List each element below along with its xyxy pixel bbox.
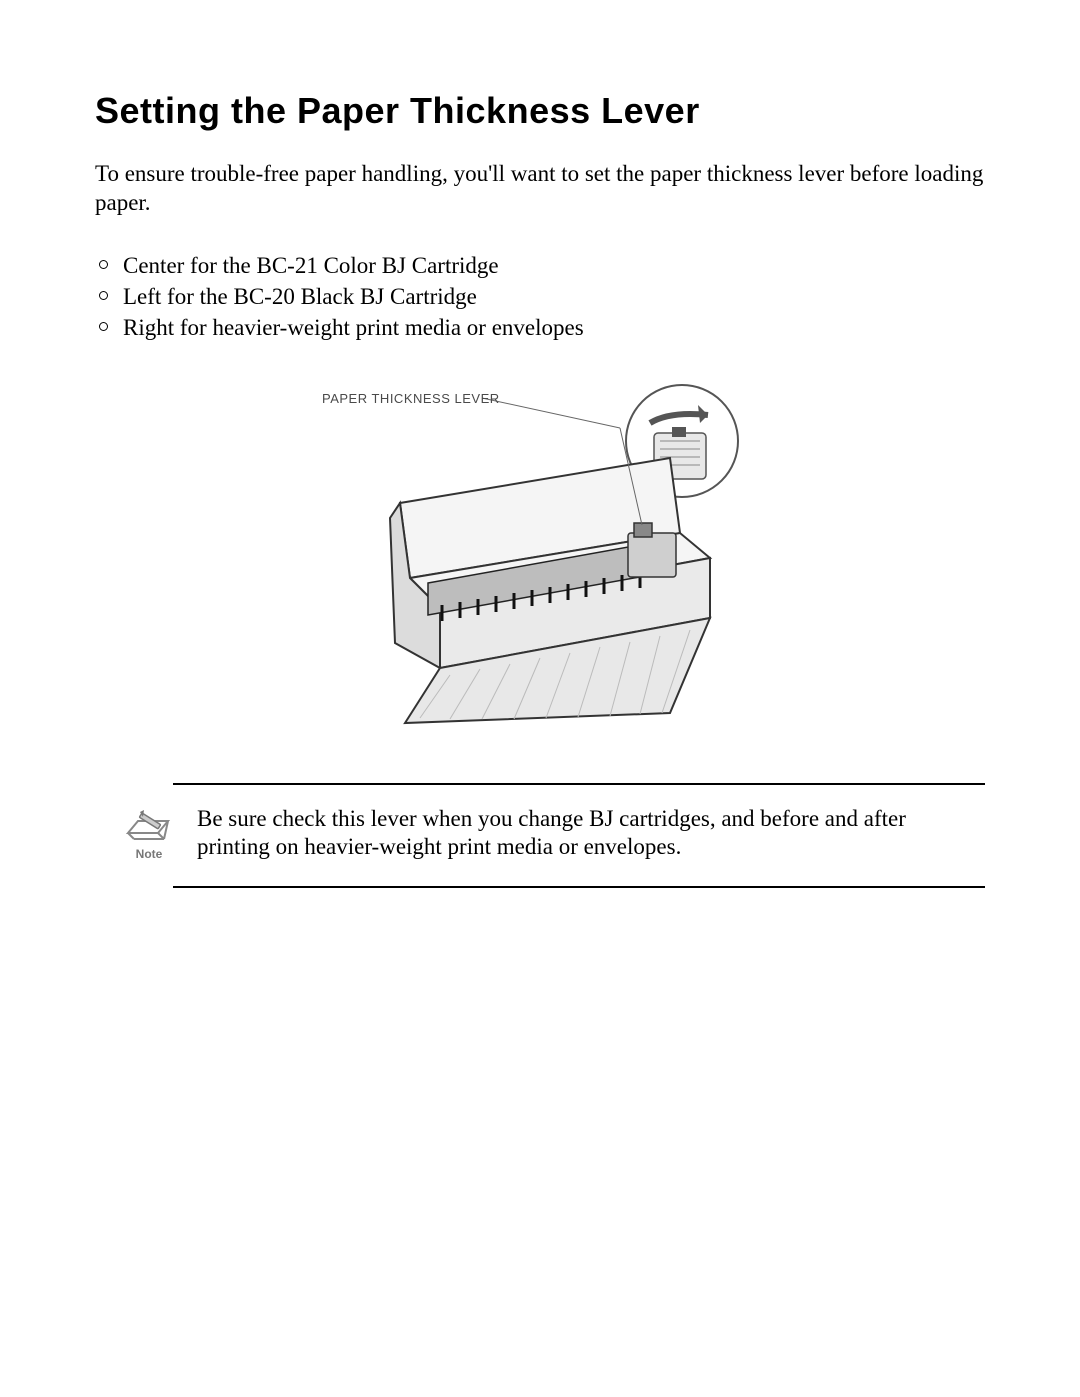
figure-container: PAPER THICKNESS LEVER — [95, 383, 985, 733]
divider — [173, 886, 985, 888]
note-icon-label: Note — [136, 847, 163, 861]
intro-paragraph: To ensure trouble-free paper handling, y… — [95, 160, 985, 218]
note-icon: Note — [123, 805, 175, 861]
pencil-note-icon — [124, 809, 174, 845]
bullet-list: Center for the BC-21 Color BJ Cartridge … — [95, 250, 985, 343]
list-item: Right for heavier-weight print media or … — [95, 312, 985, 343]
list-item: Left for the BC-20 Black BJ Cartridge — [95, 281, 985, 312]
figure-callout-label: PAPER THICKNESS LEVER — [322, 391, 500, 406]
printer-diagram: PAPER THICKNESS LEVER — [310, 383, 770, 733]
printer-illustration-svg — [310, 383, 770, 733]
document-page: Setting the Paper Thickness Lever To ens… — [0, 0, 1080, 888]
page-title: Setting the Paper Thickness Lever — [95, 90, 985, 132]
list-item: Center for the BC-21 Color BJ Cartridge — [95, 250, 985, 281]
note-block: Note Be sure check this lever when you c… — [123, 785, 985, 887]
note-text: Be sure check this lever when you change… — [197, 805, 985, 863]
